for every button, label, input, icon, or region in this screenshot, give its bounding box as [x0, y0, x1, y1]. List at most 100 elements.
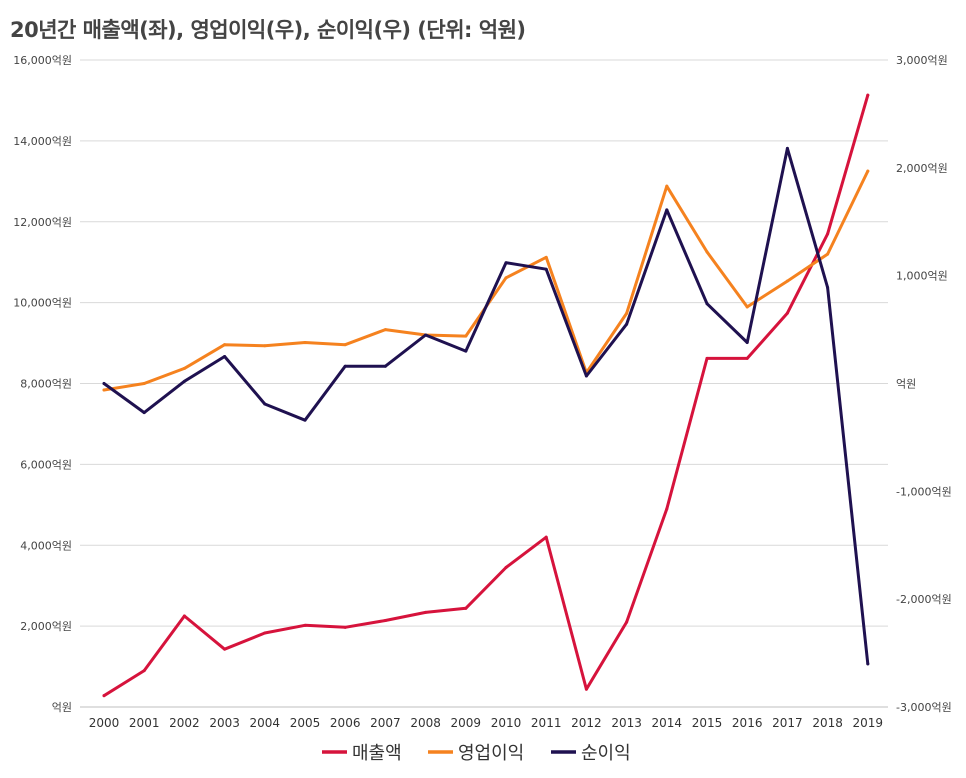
x-axis-ticks: 2000 2001 2002 2003 2004 2005 2006 2007 2008 2009…: [89, 716, 883, 730]
x-tick-label: 2007: [370, 716, 401, 730]
data-point: [826, 286, 830, 290]
data-point: [705, 356, 709, 360]
series-line-1: [102, 93, 870, 698]
left-tick-label: 10,000억원: [13, 297, 72, 310]
x-tick-label: 2004: [250, 716, 281, 730]
data-point: [665, 184, 669, 188]
data-point: [866, 169, 870, 173]
data-point: [866, 93, 870, 97]
data-point: [383, 364, 387, 368]
x-tick-label: 2005: [290, 716, 321, 730]
data-point: [343, 343, 347, 347]
left-tick-label: 억원: [52, 701, 72, 714]
data-point: [745, 356, 749, 360]
data-point: [866, 662, 870, 666]
data-point: [504, 276, 508, 280]
x-tick-label: 2010: [491, 716, 522, 730]
right-tick-label: 1,000억원: [896, 270, 948, 283]
series-line-3: [102, 146, 870, 666]
data-point: [665, 208, 669, 212]
data-point: [223, 355, 227, 359]
data-point: [625, 322, 629, 326]
left-tick-label: 6,000억원: [20, 458, 72, 471]
x-tick-label: 2013: [611, 716, 642, 730]
right-axis-ticks: -3,000억원 -2,000억원 -1,000억원 억원 1,000억원 2,000억원…: [896, 54, 952, 714]
data-point: [584, 374, 588, 378]
data-point: [182, 379, 186, 383]
data-point: [584, 687, 588, 691]
data-point: [745, 341, 749, 345]
data-point: [263, 344, 267, 348]
data-point: [544, 535, 548, 539]
left-axis-ticks: 억원 2,000억원 4,000억원 6,000억원 8,000억원 10,000억원 12…: [13, 54, 72, 714]
left-tick-label: 12,000억원: [13, 216, 72, 229]
data-point: [785, 279, 789, 283]
data-point: [383, 328, 387, 332]
data-point: [544, 267, 548, 271]
data-point: [625, 620, 629, 624]
x-tick-label: 2012: [571, 716, 602, 730]
data-point: [625, 311, 629, 315]
legend-label: 매출액: [352, 743, 402, 764]
data-point: [504, 261, 508, 265]
data-point: [263, 402, 267, 406]
data-point: [464, 334, 468, 338]
left-tick-label: 2,000억원: [20, 620, 72, 633]
data-point: [705, 302, 709, 306]
data-point: [424, 333, 428, 337]
chart-title: 20년간 매출액(좌), 영업이익(우), 순이익(우) (단위: 억원): [10, 18, 526, 42]
data-point: [303, 341, 307, 345]
x-tick-label: 2017: [772, 716, 803, 730]
data-point: [705, 250, 709, 254]
x-tick-label: 2009: [451, 716, 482, 730]
data-point: [826, 252, 830, 256]
x-tick-label: 2016: [732, 716, 763, 730]
data-point: [142, 669, 146, 673]
data-point: [464, 349, 468, 353]
data-point: [142, 411, 146, 415]
x-tick-label: 2014: [652, 716, 683, 730]
data-point: [182, 366, 186, 370]
data-point: [785, 311, 789, 315]
series-lines: [102, 93, 870, 698]
legend-label: 영업이익: [458, 743, 524, 764]
data-point: [182, 614, 186, 618]
data-point: [504, 565, 508, 569]
right-tick-label: -1,000억원: [896, 485, 952, 498]
data-point: [102, 382, 106, 385]
x-tick-label: 2019: [853, 716, 884, 730]
right-tick-label: 3,000억원: [896, 54, 948, 67]
data-point: [785, 146, 789, 150]
x-tick-label: 2018: [812, 716, 843, 730]
data-point: [343, 364, 347, 368]
x-tick-label: 2003: [209, 716, 240, 730]
x-tick-label: 2002: [169, 716, 200, 730]
data-point: [544, 255, 548, 259]
left-tick-label: 8,000억원: [20, 378, 72, 391]
data-point: [464, 606, 468, 610]
data-point: [745, 305, 749, 309]
left-tick-label: 16,000억원: [13, 54, 72, 67]
data-point: [263, 631, 267, 635]
series-line-2: [102, 169, 870, 392]
data-point: [223, 647, 227, 651]
data-point: [303, 623, 307, 627]
x-tick-label: 2011: [531, 716, 562, 730]
data-point: [142, 382, 146, 385]
x-tick-label: 2015: [692, 716, 723, 730]
x-tick-label: 2008: [410, 716, 441, 730]
legend-label: 순이익: [581, 743, 631, 764]
data-point: [102, 694, 106, 698]
right-tick-label: -2,000억원: [896, 593, 952, 606]
gridlines: [80, 59, 888, 708]
x-tick-label: 2006: [330, 716, 361, 730]
right-tick-label: 억원: [896, 378, 916, 391]
left-tick-label: 14,000억원: [13, 135, 72, 148]
x-tick-label: 2000: [89, 716, 120, 730]
legend: 매출액 영업이익 순이익: [322, 743, 631, 764]
data-point: [424, 610, 428, 614]
data-point: [343, 625, 347, 629]
data-point: [383, 618, 387, 622]
right-tick-label: 2,000억원: [896, 162, 948, 175]
